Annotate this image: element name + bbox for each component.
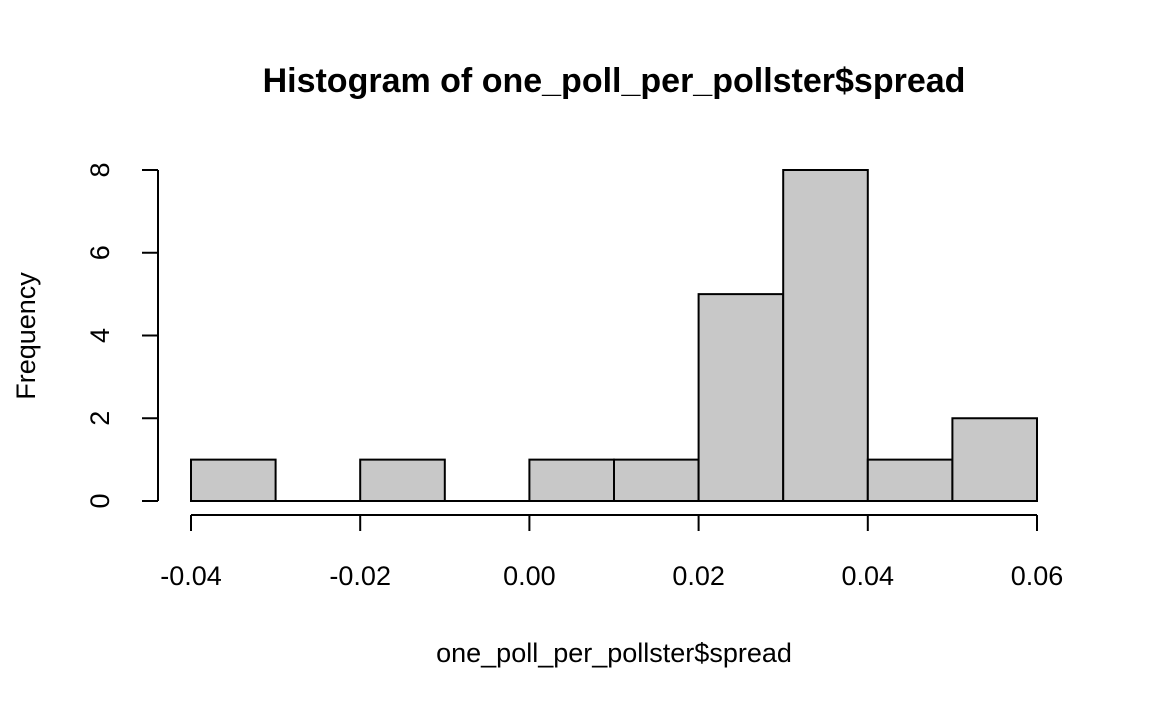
x-tick-label-3: 0.02 [672,561,725,591]
histogram-bar-5 [613,458,700,502]
x-axis-label: one_poll_per_pollster$spread [436,638,792,668]
x-tick-label-1: -0.02 [329,561,391,591]
x-tick-label-2: 0.00 [503,561,556,591]
y-axis: 0 2 4 6 8 [85,162,159,509]
y-tick-label-4: 8 [85,162,115,177]
x-tick-label-0: -0.04 [160,561,222,591]
y-tick-label-3: 6 [85,245,115,260]
y-tick-label-1: 2 [85,411,115,426]
bars-group [190,169,1039,502]
x-tick-label-4: 0.04 [842,561,895,591]
histogram-bar-6 [697,293,785,502]
histogram-bar-9 [951,417,1039,502]
y-tick-label-0: 0 [85,493,115,508]
y-axis-label: Frequency [11,272,41,400]
histogram-bar-0 [190,458,277,502]
histogram-bar-4 [528,458,616,502]
x-tick-label-5: 0.06 [1011,561,1064,591]
histogram-bar-7 [782,169,869,502]
chart-title: Histogram of one_poll_per_pollster$sprea… [263,62,966,100]
histogram-bar-8 [866,458,954,502]
histogram-bar-2 [359,458,446,502]
y-tick-label-2: 4 [85,328,115,343]
x-axis: -0.04 -0.02 0.00 0.02 0.04 0.06 [160,514,1064,591]
